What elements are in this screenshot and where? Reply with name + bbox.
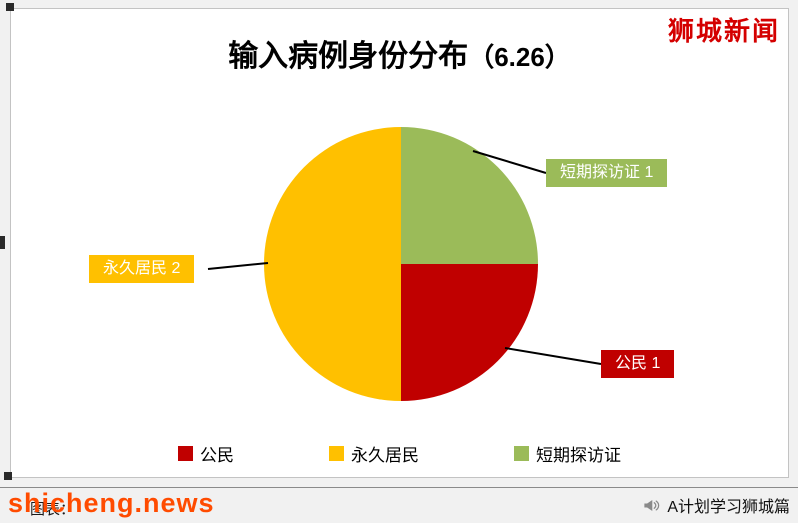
callout-value: 2	[171, 260, 181, 277]
legend-item-permanent-resident: 永久居民	[329, 441, 419, 466]
selection-handle-middle-left[interactable]	[0, 236, 5, 249]
watermark: shicheng.news	[8, 488, 215, 518]
callout-line-permanent-resident	[207, 262, 269, 270]
legend-label: 永久居民	[351, 446, 419, 465]
pie-chart	[264, 127, 538, 401]
callout-short-term-pass: 短期探访证 1	[546, 159, 668, 187]
source-note: 图表：	[30, 501, 76, 518]
footer-divider	[0, 487, 798, 488]
legend-item-short-term-pass: 短期探访证	[514, 441, 621, 466]
callout-permanent-resident: 永久居民 2	[89, 255, 195, 283]
selection-handle-bottom-left[interactable]	[4, 472, 12, 480]
callout-citizen: 公民 1	[601, 350, 675, 378]
legend-swatch-short-term-pass	[514, 446, 529, 461]
callout-label: 短期探访证	[560, 164, 641, 181]
megaphone-icon	[642, 496, 661, 515]
legend-swatch-citizen	[178, 446, 193, 461]
footer-credit: A计划学习狮城篇	[642, 493, 790, 517]
chart-title-text: 输入病例身份分布	[228, 40, 469, 73]
callout-value: 1	[651, 355, 661, 372]
chart-panel: 狮城新闻 输入病例身份分布（6.26） 短期探访证 1 永久居民 2 公民 1 …	[10, 8, 789, 478]
chart-title: 输入病例身份分布（6.26）	[11, 31, 788, 75]
brand-logo: 狮城新闻	[667, 17, 780, 46]
chart-title-suffix: （6.26）	[468, 42, 571, 72]
legend-item-citizen: 公民	[178, 441, 234, 466]
callout-value: 1	[644, 164, 654, 181]
selection-handle-top-left[interactable]	[6, 3, 14, 11]
callout-label: 公民	[615, 355, 648, 372]
legend: 公民 永久居民 短期探访证	[11, 441, 788, 466]
legend-label: 短期探访证	[536, 446, 621, 465]
legend-label: 公民	[200, 446, 234, 465]
legend-swatch-permanent-resident	[329, 446, 344, 461]
callout-label: 永久居民	[103, 260, 168, 277]
footer-credit-text: A计划学习狮城篇	[667, 499, 790, 516]
callout-line-citizen	[504, 347, 602, 365]
